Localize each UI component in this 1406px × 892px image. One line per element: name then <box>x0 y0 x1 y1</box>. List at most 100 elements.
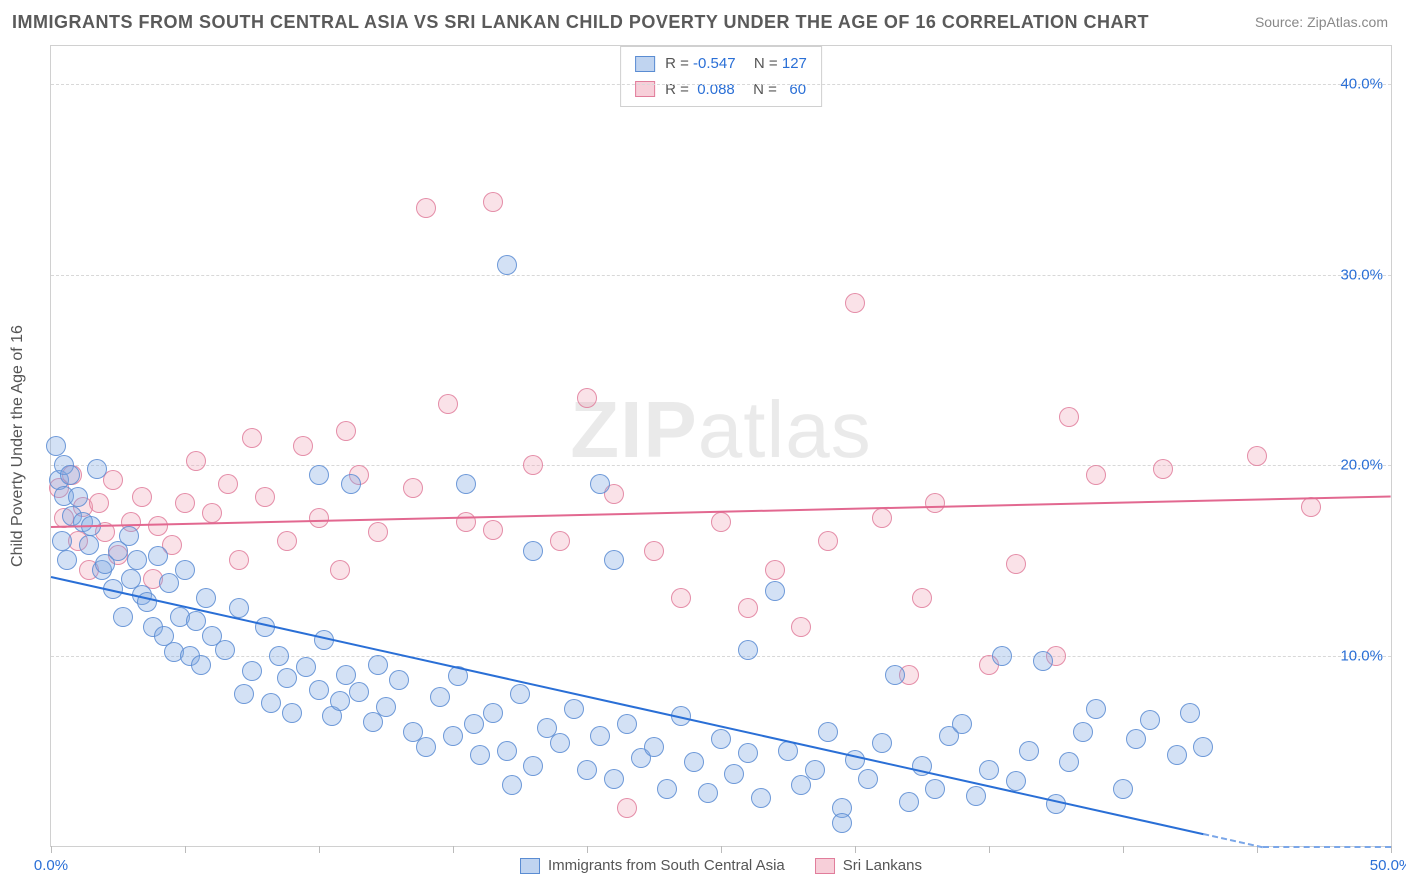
x-tick-label: 0.0% <box>34 857 68 874</box>
legend-item-blue: Immigrants from South Central Asia <box>520 857 785 874</box>
data-point-blue <box>483 703 503 723</box>
data-point-blue <box>698 783 718 803</box>
data-point-pink <box>368 522 388 542</box>
data-point-blue <box>992 646 1012 666</box>
data-point-blue <box>368 655 388 675</box>
data-point-pink <box>912 588 932 608</box>
data-point-pink <box>175 493 195 513</box>
data-point-blue <box>751 788 771 808</box>
data-point-blue <box>87 459 107 479</box>
data-point-blue <box>1019 741 1039 761</box>
data-point-blue <box>430 687 450 707</box>
data-point-pink <box>1006 554 1026 574</box>
gridline <box>51 656 1391 657</box>
data-point-pink <box>242 428 262 448</box>
x-tick-mark <box>1391 846 1392 853</box>
data-point-blue <box>389 670 409 690</box>
data-point-blue <box>234 684 254 704</box>
data-point-pink <box>818 531 838 551</box>
stats-row-blue: R = -0.547 N = 127 <box>635 51 807 77</box>
swatch-blue-icon <box>520 858 540 874</box>
data-point-pink <box>132 487 152 507</box>
data-point-blue <box>966 786 986 806</box>
x-tick-mark <box>587 846 588 853</box>
data-point-blue <box>523 541 543 561</box>
data-point-blue <box>52 531 72 551</box>
data-point-blue <box>443 726 463 746</box>
data-point-blue <box>309 680 329 700</box>
swatch-pink-icon <box>815 858 835 874</box>
trendline-blue-dashed <box>1203 833 1263 850</box>
data-point-pink <box>456 512 476 532</box>
data-point-blue <box>523 756 543 776</box>
data-point-blue <box>805 760 825 780</box>
data-point-pink <box>202 503 222 523</box>
x-tick-mark <box>51 846 52 853</box>
y-tick-label: 40.0% <box>1340 76 1383 93</box>
data-point-blue <box>1167 745 1187 765</box>
data-point-blue <box>604 550 624 570</box>
scatter-plot-area: ZIPatlas R = -0.547 N = 127 R = 0.088 N … <box>50 45 1392 847</box>
data-point-pink <box>765 560 785 580</box>
data-point-blue <box>309 465 329 485</box>
x-tick-label: 50.0% <box>1370 857 1406 874</box>
data-point-pink <box>577 388 597 408</box>
data-point-blue <box>1113 779 1133 799</box>
legend-item-pink: Sri Lankans <box>815 857 922 874</box>
y-axis-label: Child Poverty Under the Age of 16 <box>9 325 27 567</box>
trendline-blue-dashed <box>1263 846 1391 850</box>
chart-title: IMMIGRANTS FROM SOUTH CENTRAL ASIA VS SR… <box>12 12 1149 33</box>
data-point-blue <box>1193 737 1213 757</box>
data-point-pink <box>791 617 811 637</box>
trendline-blue <box>51 576 1204 835</box>
data-point-pink <box>483 520 503 540</box>
data-point-pink <box>336 421 356 441</box>
data-point-pink <box>845 293 865 313</box>
y-tick-label: 20.0% <box>1340 457 1383 474</box>
data-point-blue <box>577 760 597 780</box>
data-point-blue <box>684 752 704 772</box>
data-point-blue <box>60 465 80 485</box>
data-point-blue <box>1033 651 1053 671</box>
x-tick-mark <box>855 846 856 853</box>
data-point-blue <box>617 714 637 734</box>
data-point-pink <box>330 560 350 580</box>
data-point-blue <box>470 745 490 765</box>
data-point-blue <box>277 668 297 688</box>
data-point-pink <box>523 455 543 475</box>
data-point-blue <box>68 487 88 507</box>
data-point-pink <box>255 487 275 507</box>
data-point-blue <box>336 665 356 685</box>
data-point-blue <box>1140 710 1160 730</box>
data-point-blue <box>46 436 66 456</box>
x-tick-mark <box>989 846 990 853</box>
data-point-blue <box>296 657 316 677</box>
data-point-blue <box>885 665 905 685</box>
swatch-blue-icon <box>635 56 655 72</box>
data-point-blue <box>872 733 892 753</box>
data-point-pink <box>229 550 249 570</box>
data-point-blue <box>464 714 484 734</box>
data-point-pink <box>309 508 329 528</box>
data-point-blue <box>269 646 289 666</box>
gridline <box>51 275 1391 276</box>
data-point-pink <box>1059 407 1079 427</box>
data-point-blue <box>818 722 838 742</box>
data-point-blue <box>604 769 624 789</box>
data-point-blue <box>1006 771 1026 791</box>
data-point-pink <box>277 531 297 551</box>
data-point-blue <box>159 573 179 593</box>
data-point-blue <box>590 726 610 746</box>
data-point-blue <box>497 255 517 275</box>
data-point-blue <box>242 661 262 681</box>
stats-row-pink: R = 0.088 N = 60 <box>635 77 807 103</box>
data-point-pink <box>403 478 423 498</box>
y-tick-label: 10.0% <box>1340 647 1383 664</box>
series-legend: Immigrants from South Central Asia Sri L… <box>520 857 922 874</box>
data-point-blue <box>979 760 999 780</box>
data-point-blue <box>261 693 281 713</box>
data-point-blue <box>79 535 99 555</box>
data-point-blue <box>765 581 785 601</box>
data-point-blue <box>349 682 369 702</box>
data-point-blue <box>644 737 664 757</box>
